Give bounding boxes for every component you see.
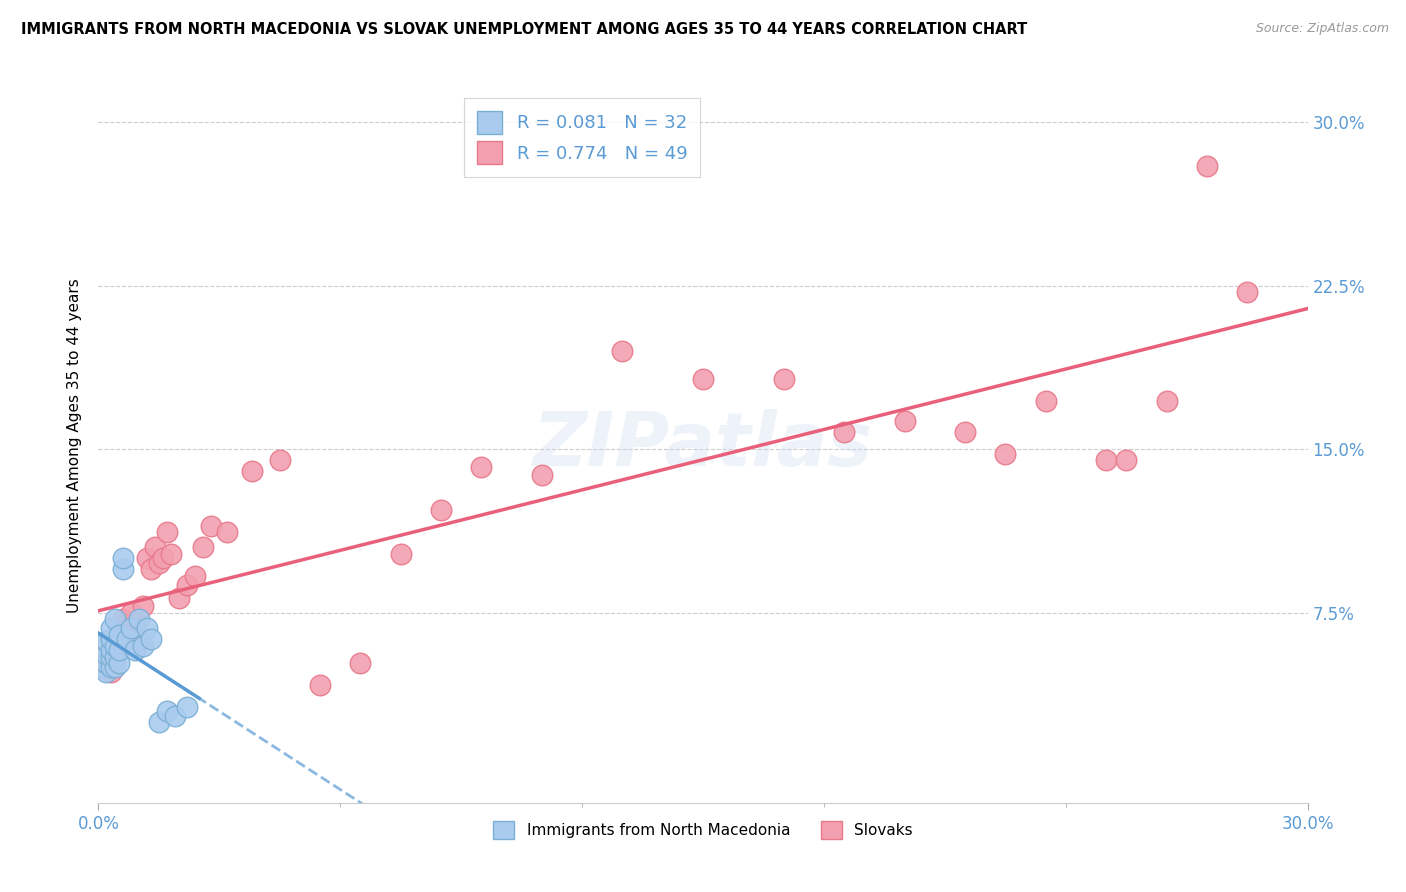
Point <box>148 714 170 729</box>
Point <box>128 634 150 648</box>
Point <box>115 616 138 631</box>
Point <box>200 518 222 533</box>
Point <box>269 453 291 467</box>
Point <box>115 632 138 647</box>
Point <box>148 556 170 570</box>
Point <box>1115 453 1137 467</box>
Point <box>103 656 125 670</box>
Point <box>111 612 134 626</box>
Y-axis label: Unemployment Among Ages 35 to 44 years: Unemployment Among Ages 35 to 44 years <box>67 278 83 614</box>
Point <box>100 621 122 635</box>
Point <box>692 372 714 386</box>
Point <box>100 643 122 657</box>
Point <box>893 414 915 428</box>
Point <box>612 344 634 359</box>
Text: Source: ZipAtlas.com: Source: ZipAtlas.com <box>1256 22 1389 36</box>
Point <box>156 525 179 540</box>
Point <box>1035 394 1057 409</box>
Point <box>96 649 118 664</box>
Text: ZIPatlas: ZIPatlas <box>533 409 873 483</box>
Point <box>184 569 207 583</box>
Point <box>1095 453 1118 467</box>
Point <box>176 577 198 591</box>
Point <box>1195 159 1218 173</box>
Point <box>132 639 155 653</box>
Point <box>103 612 125 626</box>
Point <box>111 628 134 642</box>
Point <box>91 649 114 664</box>
Point <box>111 562 134 576</box>
Point <box>430 503 453 517</box>
Text: IMMIGRANTS FROM NORTH MACEDONIA VS SLOVAK UNEMPLOYMENT AMONG AGES 35 TO 44 YEARS: IMMIGRANTS FROM NORTH MACEDONIA VS SLOVA… <box>21 22 1028 37</box>
Point <box>139 632 162 647</box>
Point <box>124 643 146 657</box>
Point <box>91 639 114 653</box>
Point <box>100 649 122 664</box>
Point <box>167 591 190 605</box>
Point <box>107 643 129 657</box>
Point <box>135 551 157 566</box>
Point <box>91 660 114 674</box>
Point <box>135 621 157 635</box>
Point <box>217 525 239 540</box>
Point <box>96 648 118 662</box>
Point <box>107 639 129 653</box>
Point <box>152 551 174 566</box>
Point <box>103 639 125 653</box>
Point <box>389 547 412 561</box>
Point <box>100 660 122 674</box>
Point <box>103 660 125 674</box>
Point <box>128 612 150 626</box>
Point <box>103 634 125 648</box>
Point <box>107 656 129 670</box>
Point <box>107 628 129 642</box>
Point <box>132 599 155 614</box>
Point <box>100 632 122 647</box>
Point <box>1156 394 1178 409</box>
Point <box>96 634 118 648</box>
Point <box>120 606 142 620</box>
Point <box>160 547 183 561</box>
Point <box>103 649 125 664</box>
Point <box>832 425 855 439</box>
Point <box>772 372 794 386</box>
Point <box>100 643 122 657</box>
Point <box>1236 285 1258 300</box>
Point <box>139 562 162 576</box>
Point <box>143 541 166 555</box>
Point <box>240 464 263 478</box>
Point <box>156 704 179 718</box>
Point <box>953 425 976 439</box>
Point <box>100 665 122 679</box>
Point <box>309 678 332 692</box>
Point <box>163 708 186 723</box>
Point <box>124 621 146 635</box>
Legend: Immigrants from North Macedonia, Slovaks: Immigrants from North Macedonia, Slovaks <box>486 815 920 845</box>
Point <box>120 621 142 635</box>
Point <box>96 656 118 670</box>
Point <box>111 551 134 566</box>
Point <box>91 660 114 674</box>
Point <box>349 656 371 670</box>
Point <box>530 468 553 483</box>
Point <box>96 665 118 679</box>
Point <box>107 621 129 635</box>
Point <box>193 541 215 555</box>
Point <box>994 447 1017 461</box>
Point <box>470 459 492 474</box>
Point <box>176 699 198 714</box>
